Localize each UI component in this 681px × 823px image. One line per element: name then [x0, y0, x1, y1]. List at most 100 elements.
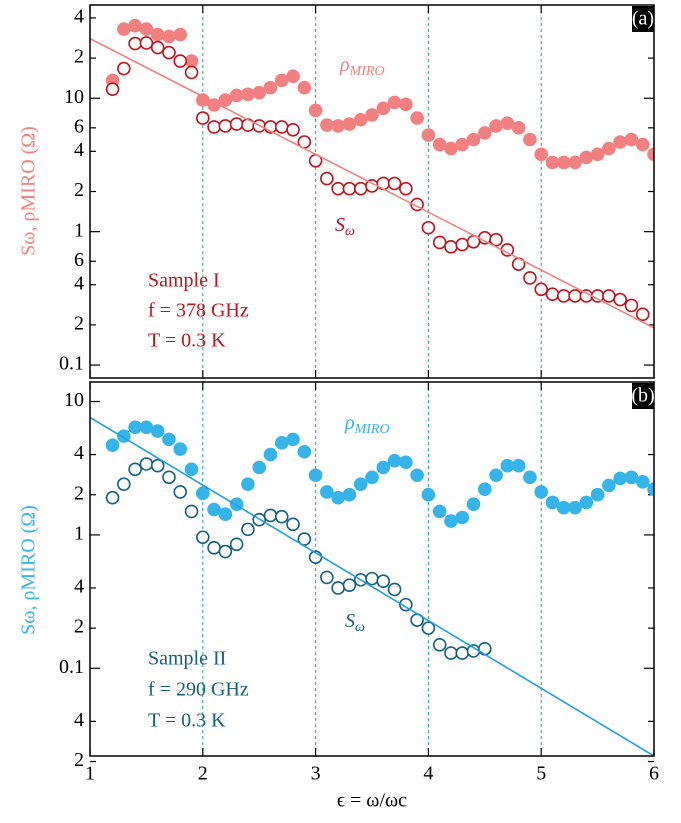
data-point [173, 442, 188, 456]
data-point [466, 497, 481, 511]
data-point [297, 532, 312, 546]
data-point [568, 500, 582, 515]
data-point [342, 578, 357, 592]
data-point [613, 292, 627, 307]
data-point [286, 517, 300, 532]
data-point [229, 537, 244, 552]
data-point [613, 135, 627, 149]
data-point [455, 237, 470, 252]
data-point [162, 432, 176, 447]
data-point [229, 88, 244, 103]
data-point [421, 220, 436, 235]
data-point [128, 36, 142, 51]
data-point [410, 111, 424, 125]
data-point [342, 117, 357, 131]
data-point [150, 424, 165, 438]
series-label: ρMIRO [344, 412, 390, 438]
panel-label: (a) [632, 8, 654, 30]
data-point [263, 80, 278, 95]
data-point [455, 137, 470, 152]
data-point [196, 530, 210, 545]
data-point [241, 522, 255, 537]
data-point [545, 495, 560, 510]
data-point [590, 487, 605, 502]
fit-line [90, 416, 654, 756]
data-point [162, 45, 176, 60]
data-point [444, 646, 458, 660]
data-point [173, 54, 188, 68]
y-tick-label: 1 [74, 219, 84, 241]
data-point [466, 132, 481, 147]
data-point [399, 455, 413, 470]
data-point [342, 487, 357, 502]
frame [89, 4, 655, 379]
data-point [263, 447, 278, 462]
data-point [139, 22, 154, 36]
data-point [274, 509, 289, 524]
data-point [117, 477, 131, 491]
frame [89, 381, 655, 757]
data-point [635, 137, 650, 152]
plot-area [90, 416, 654, 756]
annotation: Sample I [148, 270, 220, 292]
y-tick-label: 4 [74, 6, 84, 28]
data-point [184, 462, 199, 477]
data-point [523, 132, 537, 147]
data-point [105, 82, 120, 96]
data-point [320, 171, 334, 186]
data-point [150, 40, 165, 55]
data-point [139, 36, 154, 50]
data-point [647, 482, 654, 497]
data-point [556, 289, 571, 303]
data-point [105, 490, 120, 505]
annotation: f = 290 GHz [148, 679, 249, 701]
data-point [647, 147, 654, 162]
fit-line [90, 37, 654, 329]
data-point [342, 181, 357, 196]
series-label: ρMIRO [339, 54, 385, 80]
x-tick-label: 4 [423, 763, 433, 785]
data-point [308, 468, 323, 483]
data-point [444, 240, 458, 254]
x-tick-label: 2 [198, 763, 208, 785]
data-point [117, 22, 131, 36]
data-point [534, 147, 549, 162]
annotation: T = 0.3 K [148, 710, 226, 732]
y-tick-label: 6 [74, 249, 84, 271]
data-point [635, 307, 650, 322]
y-tick-label: 2 [74, 749, 84, 771]
data-point [173, 485, 188, 499]
data-point [376, 574, 391, 588]
y-tick-label: 2 [74, 313, 84, 335]
data-point [331, 490, 345, 505]
data-point [500, 116, 515, 131]
data-point [477, 641, 492, 656]
data-point [320, 118, 334, 132]
y-tick-label: 10 [64, 389, 84, 411]
data-point [399, 597, 413, 612]
data-point [365, 108, 379, 122]
y-tick-label: 1 [74, 522, 84, 544]
data-point [432, 637, 447, 652]
data-point [635, 475, 650, 489]
data-point [421, 128, 436, 142]
data-point [353, 112, 368, 127]
panel-label-bg [632, 383, 654, 409]
data-point [229, 117, 244, 131]
data-point [139, 457, 154, 471]
data-point [218, 507, 233, 521]
series-label: Sω [345, 610, 365, 636]
data-point [568, 155, 582, 170]
data-point [376, 101, 391, 116]
y-tick-label: 0.1 [59, 656, 84, 678]
data-point [196, 111, 210, 125]
data-point [624, 298, 639, 313]
y-tick-label: 0.1 [59, 353, 84, 375]
y-tick-label: 2 [74, 482, 84, 504]
annotation: Sample II [148, 648, 226, 670]
data-point [511, 121, 526, 135]
data-point [489, 468, 503, 483]
data-point [602, 141, 616, 156]
data-point [444, 514, 458, 528]
